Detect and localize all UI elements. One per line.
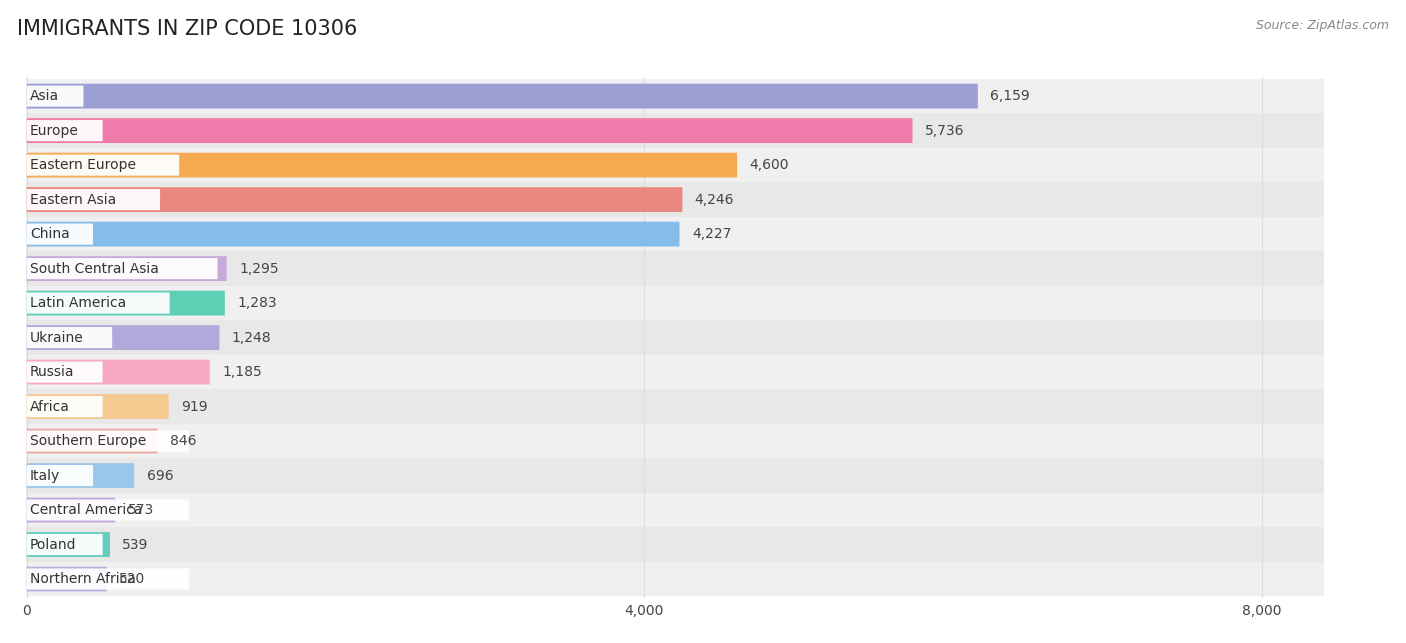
- FancyBboxPatch shape: [27, 256, 226, 281]
- FancyBboxPatch shape: [25, 424, 1324, 458]
- FancyBboxPatch shape: [27, 534, 103, 555]
- FancyBboxPatch shape: [27, 568, 188, 590]
- Text: IMMIGRANTS IN ZIP CODE 10306: IMMIGRANTS IN ZIP CODE 10306: [17, 19, 357, 39]
- Text: 6,159: 6,159: [990, 89, 1031, 103]
- FancyBboxPatch shape: [25, 355, 1324, 389]
- Text: 696: 696: [146, 469, 173, 482]
- FancyBboxPatch shape: [25, 458, 1324, 493]
- Text: 520: 520: [120, 572, 146, 586]
- FancyBboxPatch shape: [27, 222, 679, 246]
- Text: Eastern Europe: Eastern Europe: [30, 158, 136, 172]
- Text: Russia: Russia: [30, 365, 75, 379]
- Text: Eastern Asia: Eastern Asia: [30, 193, 117, 206]
- FancyBboxPatch shape: [27, 291, 225, 316]
- FancyBboxPatch shape: [27, 224, 93, 244]
- FancyBboxPatch shape: [27, 498, 115, 523]
- Text: 5,736: 5,736: [925, 123, 965, 138]
- FancyBboxPatch shape: [27, 293, 170, 314]
- FancyBboxPatch shape: [27, 500, 188, 521]
- Text: 4,227: 4,227: [692, 227, 731, 241]
- FancyBboxPatch shape: [27, 86, 83, 107]
- Text: Poland: Poland: [30, 538, 76, 552]
- Text: Italy: Italy: [30, 469, 60, 482]
- FancyBboxPatch shape: [27, 431, 188, 451]
- FancyBboxPatch shape: [27, 327, 112, 348]
- Text: Latin America: Latin America: [30, 296, 127, 310]
- Text: Europe: Europe: [30, 123, 79, 138]
- FancyBboxPatch shape: [27, 566, 107, 592]
- Text: 1,185: 1,185: [222, 365, 262, 379]
- FancyBboxPatch shape: [25, 113, 1324, 148]
- FancyBboxPatch shape: [27, 532, 110, 557]
- Text: Ukraine: Ukraine: [30, 331, 83, 345]
- FancyBboxPatch shape: [27, 154, 179, 176]
- Text: South Central Asia: South Central Asia: [30, 262, 159, 276]
- Text: Asia: Asia: [30, 89, 59, 103]
- FancyBboxPatch shape: [27, 325, 219, 350]
- Text: 1,295: 1,295: [239, 262, 278, 276]
- FancyBboxPatch shape: [27, 396, 103, 417]
- FancyBboxPatch shape: [27, 465, 93, 486]
- FancyBboxPatch shape: [27, 120, 103, 141]
- FancyBboxPatch shape: [27, 187, 682, 212]
- Text: 1,248: 1,248: [232, 331, 271, 345]
- Text: 4,600: 4,600: [749, 158, 789, 172]
- Text: Northern Africa: Northern Africa: [30, 572, 135, 586]
- Text: 4,246: 4,246: [695, 193, 734, 206]
- FancyBboxPatch shape: [27, 429, 157, 453]
- FancyBboxPatch shape: [25, 79, 1324, 113]
- FancyBboxPatch shape: [25, 493, 1324, 527]
- FancyBboxPatch shape: [25, 286, 1324, 320]
- FancyBboxPatch shape: [25, 251, 1324, 286]
- FancyBboxPatch shape: [27, 258, 218, 279]
- FancyBboxPatch shape: [25, 527, 1324, 562]
- FancyBboxPatch shape: [27, 463, 134, 488]
- Text: Southern Europe: Southern Europe: [30, 434, 146, 448]
- Text: Central America: Central America: [30, 503, 142, 517]
- Text: Africa: Africa: [30, 399, 70, 413]
- FancyBboxPatch shape: [27, 84, 977, 109]
- Text: China: China: [30, 227, 69, 241]
- FancyBboxPatch shape: [27, 152, 737, 177]
- FancyBboxPatch shape: [25, 217, 1324, 251]
- Text: 573: 573: [128, 503, 153, 517]
- FancyBboxPatch shape: [25, 562, 1324, 596]
- FancyBboxPatch shape: [27, 189, 160, 210]
- Text: 846: 846: [170, 434, 197, 448]
- FancyBboxPatch shape: [25, 320, 1324, 355]
- Text: 539: 539: [122, 538, 149, 552]
- FancyBboxPatch shape: [27, 359, 209, 385]
- Text: Source: ZipAtlas.com: Source: ZipAtlas.com: [1256, 19, 1389, 32]
- FancyBboxPatch shape: [27, 361, 103, 383]
- FancyBboxPatch shape: [25, 183, 1324, 217]
- FancyBboxPatch shape: [25, 148, 1324, 183]
- Text: 919: 919: [181, 399, 208, 413]
- Text: 1,283: 1,283: [238, 296, 277, 310]
- FancyBboxPatch shape: [27, 394, 169, 419]
- FancyBboxPatch shape: [27, 118, 912, 143]
- FancyBboxPatch shape: [25, 389, 1324, 424]
